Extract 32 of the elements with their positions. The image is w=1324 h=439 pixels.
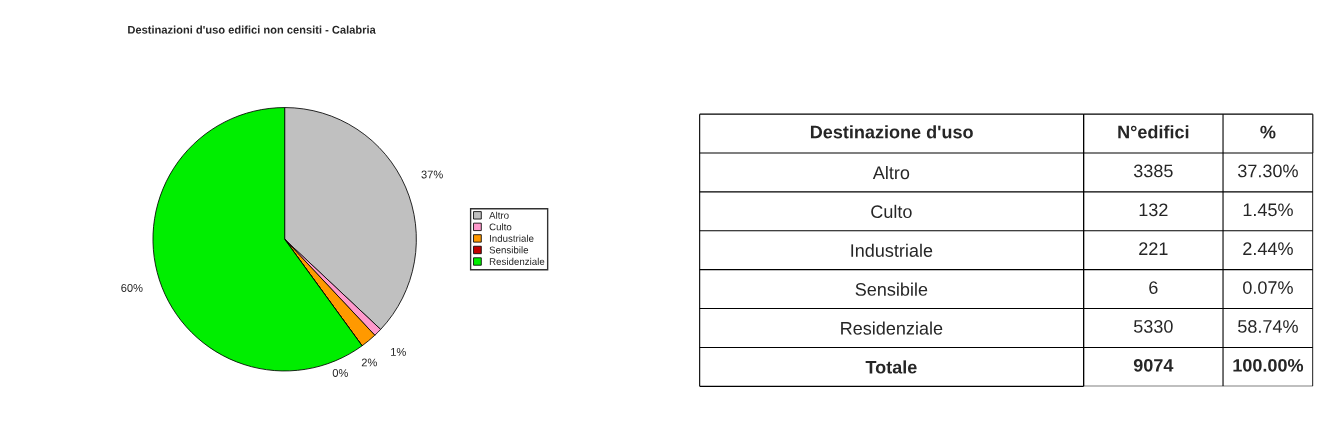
category-label: Culto bbox=[871, 204, 912, 219]
legend-label: Sensibile bbox=[489, 246, 529, 254]
text: 100.00% bbox=[1233, 358, 1304, 372]
text: 5330 bbox=[1133, 320, 1173, 333]
data-label: 2% bbox=[361, 358, 377, 367]
category-label: Industriale bbox=[851, 243, 933, 257]
text: 2.44% bbox=[1243, 242, 1293, 256]
text: 58.74% bbox=[1238, 320, 1298, 333]
legend-label: Industriale bbox=[489, 234, 534, 242]
text: 9074 bbox=[1133, 358, 1174, 372]
legend-label: Altro bbox=[489, 211, 509, 219]
text: 3385 bbox=[1133, 164, 1173, 178]
category-label: % bbox=[1260, 125, 1276, 139]
text: 6 bbox=[1149, 281, 1158, 294]
category-label: Altro bbox=[872, 165, 910, 180]
text: 132 bbox=[1139, 203, 1168, 217]
legend-label: Culto bbox=[489, 223, 512, 231]
category-label: Sensibile bbox=[855, 282, 928, 296]
legend-label: Residenziale bbox=[489, 257, 545, 265]
category-label: N°edifici bbox=[1118, 125, 1189, 139]
text: 37.30% bbox=[1237, 164, 1298, 178]
data-label: 60% bbox=[121, 284, 143, 292]
data-label: 1% bbox=[391, 348, 406, 356]
text: 221 bbox=[1139, 242, 1168, 255]
text: Destinazione d'uso bbox=[810, 125, 973, 139]
data-label: 37% bbox=[421, 170, 443, 179]
text: 0% bbox=[332, 369, 348, 377]
category-label: Residenziale bbox=[841, 321, 943, 335]
text: 1.45% bbox=[1243, 203, 1293, 217]
text: 0.07% bbox=[1243, 281, 1293, 294]
category-label: Totale bbox=[865, 360, 917, 374]
chart-title: Destinazioni d'uso edifici non censiti - Calabria bbox=[128, 25, 376, 34]
